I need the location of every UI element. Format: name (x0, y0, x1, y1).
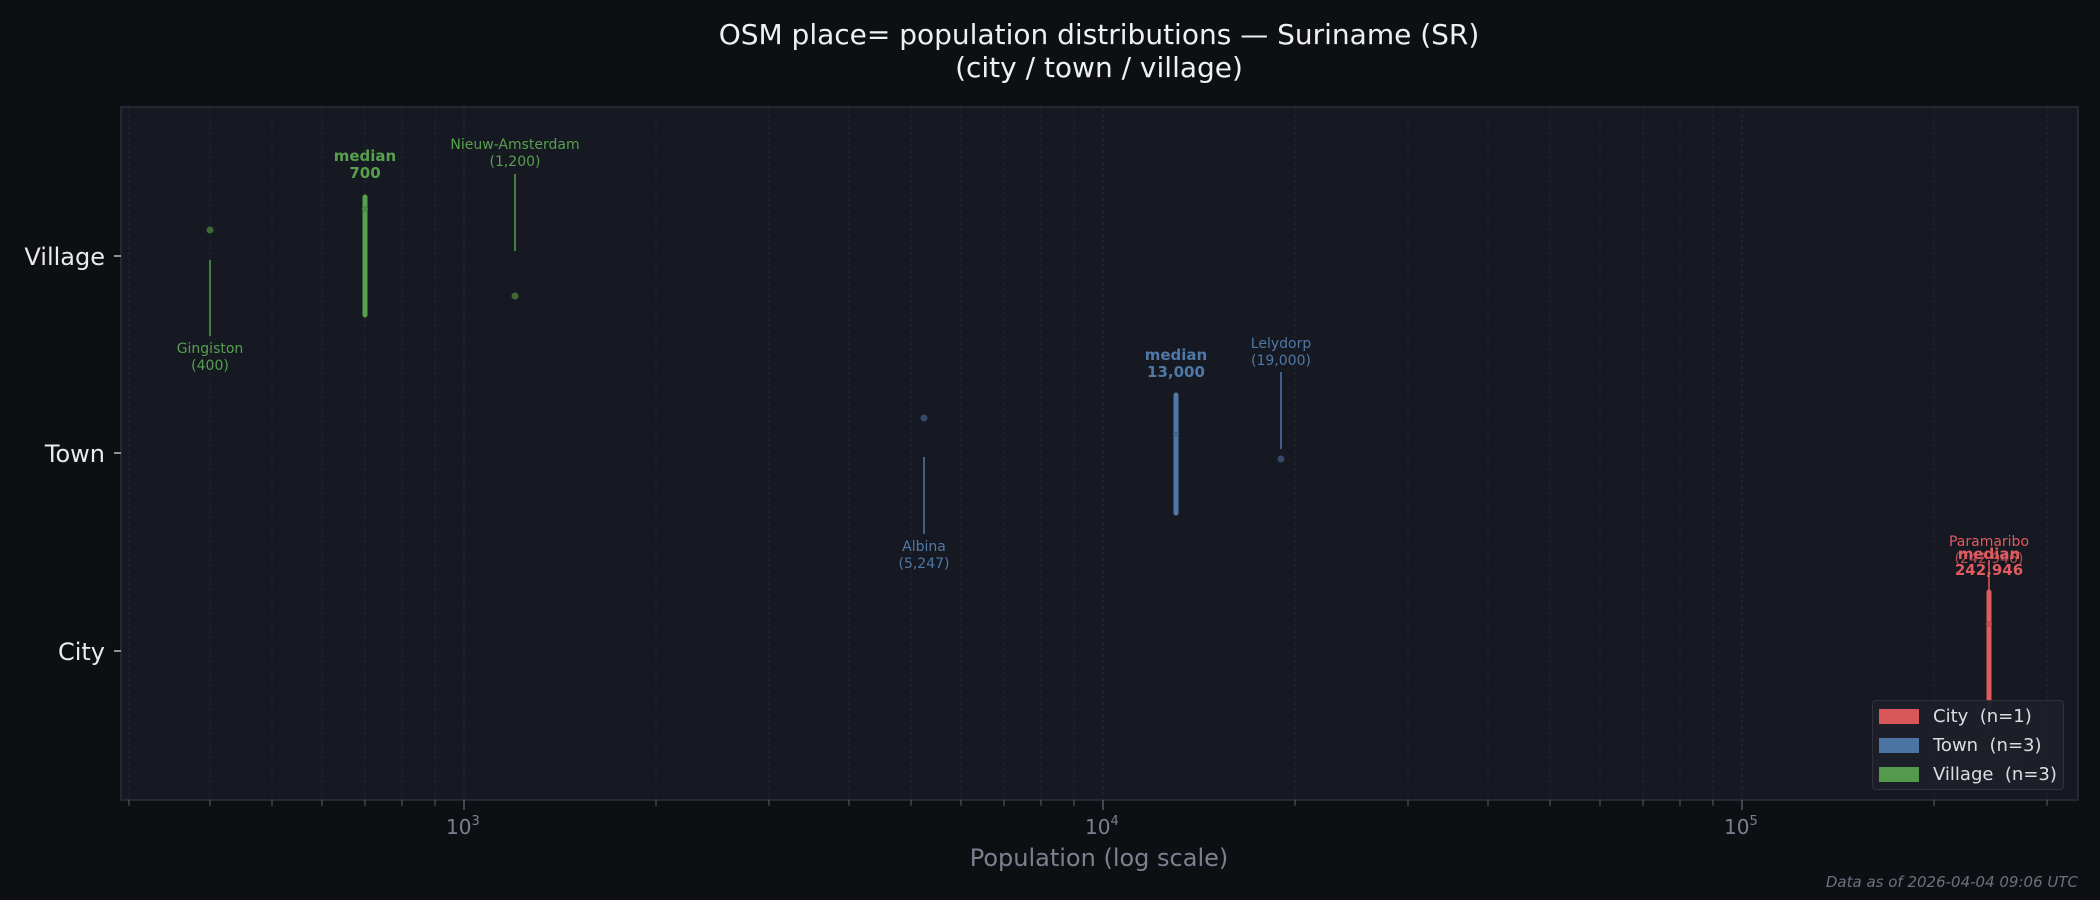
legend-swatch-village (1879, 766, 1919, 782)
label-median-village-word: median (334, 147, 396, 165)
y-axis-ticks (114, 255, 121, 652)
legend-item-village: Village (n=3) (1879, 762, 2057, 786)
legend-item-town: Town (n=3) (1879, 733, 2042, 757)
label-median-village-value: 700 (349, 164, 380, 182)
legend: City (n=1) Town (n=3) Village (n=3) (1872, 700, 2064, 790)
x-axis-ticks (128, 800, 2048, 810)
chart-title: OSM place= population distributions — Su… (0, 18, 2100, 84)
x-axis-label: Population (log scale) (970, 844, 1229, 872)
label-median-city-value: 242,946 (1955, 561, 2023, 579)
legend-label-village: Village (n=3) (1933, 763, 2057, 785)
point-albina[interactable] (920, 414, 928, 422)
label-lelydorp-name: Lelydorp (1251, 336, 1312, 352)
data-timestamp: Data as of 2026-04-04 09:06 UTC (1825, 873, 2078, 891)
legend-swatch-town (1879, 737, 1919, 753)
label-median-town-value: 13,000 (1147, 363, 1205, 381)
label-albina-name: Albina (902, 539, 946, 555)
x-tick-1e5: 105 (1724, 814, 1758, 839)
label-paramaribo-max-name: Paramaribo (1949, 534, 2029, 550)
label-nieuw-amsterdam-value: (1,200) (489, 154, 540, 170)
legend-label-town: Town (n=3) (1933, 734, 2042, 756)
series-town: Albina (5,247) median 13,000 Lelydorp (1… (898, 336, 1311, 572)
label-albina-value: (5,247) (898, 556, 949, 572)
x-tick-labels: 103 104 105 (446, 814, 1758, 839)
label-median-city-word: median (1958, 545, 2020, 563)
legend-swatch-city (1879, 708, 1919, 724)
legend-label-city: City (n=1) (1933, 705, 2032, 727)
y-tick-village: Village (24, 243, 105, 271)
point-nieuw-amsterdam[interactable] (511, 292, 519, 300)
label-median-town-word: median (1145, 346, 1207, 364)
legend-item-city: City (n=1) (1879, 704, 2032, 728)
x-tick-1e3: 103 (446, 814, 480, 839)
label-gingiston-name: Gingiston (177, 341, 244, 357)
label-nieuw-amsterdam-name: Nieuw-Amsterdam (450, 137, 579, 153)
label-paramaribo-max-value: (242,946) (1955, 551, 2024, 567)
point-lelydorp[interactable] (1277, 455, 1285, 463)
label-gingiston-value: (400) (191, 358, 229, 374)
series-village: Gingiston (400) median 700 Nieuw-Amsterd… (177, 137, 580, 374)
x-tick-1e4: 104 (1085, 814, 1119, 839)
grid-lines (128, 108, 2048, 799)
label-lelydorp-value: (19,000) (1251, 353, 1311, 369)
chart-title-line1: OSM place= population distributions — Su… (718, 18, 1480, 51)
y-tick-labels: Village Town City (24, 243, 105, 666)
point-gingiston[interactable] (206, 226, 214, 234)
chart-title-line2: (city / town / village) (955, 51, 1243, 84)
plot-area (120, 106, 2079, 801)
y-tick-town: Town (44, 440, 105, 468)
y-tick-city: City (58, 638, 105, 666)
